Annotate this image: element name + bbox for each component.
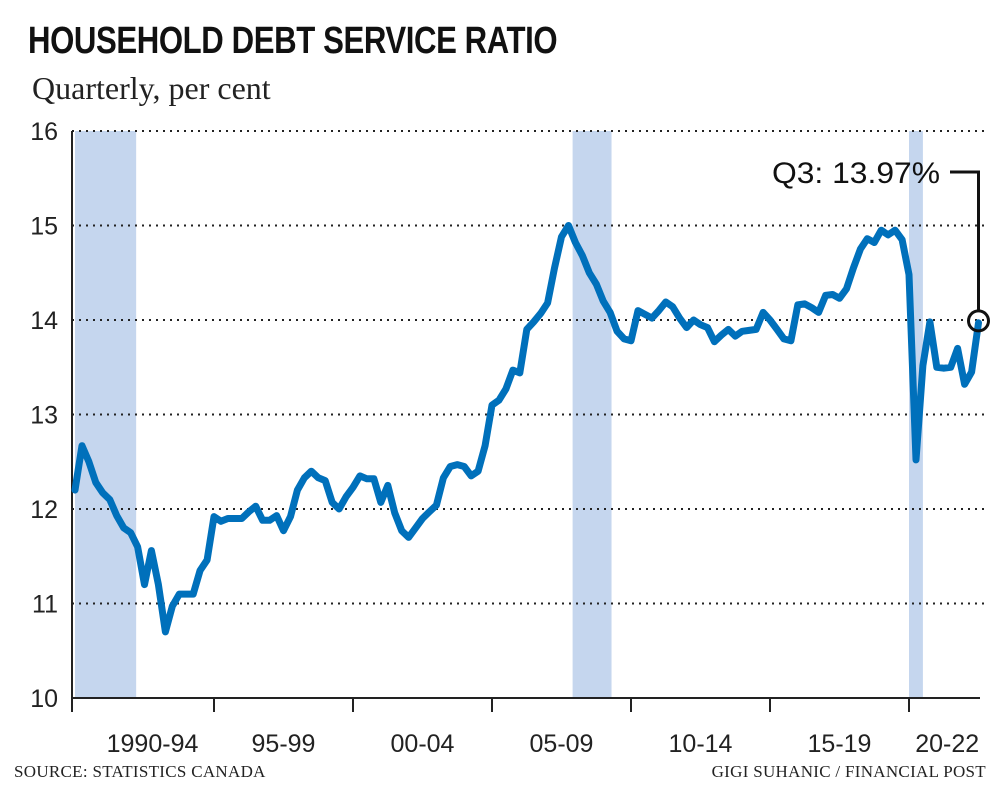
recession-band (75, 131, 137, 698)
y-tick-label: 13 (30, 402, 58, 430)
y-tick-label: 14 (30, 307, 58, 335)
x-tick-label: 15-19 (808, 730, 872, 758)
x-tick-label: 05-09 (530, 730, 594, 758)
y-tick-label: 10 (30, 685, 58, 713)
chart-title: HOUSEHOLD DEBT SERVICE RATIO (28, 20, 558, 62)
annotation-marker (967, 309, 990, 333)
source-note: SOURCE: STATISTICS CANADA (14, 762, 266, 781)
line-chart: 10 11 12 13 14 15 16 1990-94 95-99 00-04 05-09 10-1… (30, 118, 990, 758)
annotation-leader-line (950, 170, 980, 311)
x-tick-label: 20-22 (915, 730, 979, 758)
chart-subtitle: Quarterly, per cent (32, 70, 271, 106)
x-tick-label: 95-99 (252, 730, 316, 758)
x-tick-label: 1990-94 (107, 730, 199, 758)
y-tick-label: 16 (30, 118, 58, 146)
y-tick-label: 15 (30, 213, 58, 241)
annotation-label: Q3: 13.97% (772, 157, 940, 190)
x-tick-label: 10-14 (669, 730, 733, 758)
x-tick-label: 00-04 (391, 730, 455, 758)
y-tick-label: 12 (30, 496, 58, 524)
y-tick-label: 11 (32, 591, 58, 619)
debt-service-ratio-line (71, 222, 982, 636)
credit-note: GIGI SUHANIC / FINANCIAL POST (711, 762, 986, 781)
